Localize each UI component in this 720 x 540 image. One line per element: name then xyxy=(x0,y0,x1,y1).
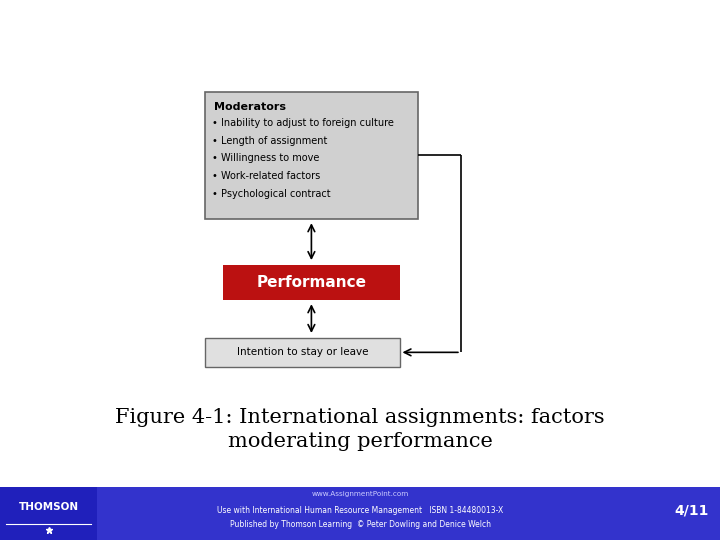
Text: Published by Thomson Learning  © Peter Dowling and Denice Welch: Published by Thomson Learning © Peter Do… xyxy=(230,520,490,529)
FancyBboxPatch shape xyxy=(205,338,400,367)
Text: • Willingness to move: • Willingness to move xyxy=(212,153,320,164)
Text: Use with International Human Resource Management   ISBN 1-84480013-X: Use with International Human Resource Ma… xyxy=(217,505,503,515)
FancyBboxPatch shape xyxy=(223,265,400,300)
Text: Intention to stay or leave: Intention to stay or leave xyxy=(237,347,368,357)
Text: • Work-related factors: • Work-related factors xyxy=(212,171,320,181)
Text: THOMSON: THOMSON xyxy=(19,502,78,512)
Text: 4/11: 4/11 xyxy=(675,504,709,518)
Text: Performance: Performance xyxy=(256,275,366,289)
Text: Figure 4-1: International assignments: factors: Figure 4-1: International assignments: f… xyxy=(115,408,605,427)
Text: • Length of assignment: • Length of assignment xyxy=(212,136,328,146)
Text: moderating performance: moderating performance xyxy=(228,432,492,451)
Text: • Inability to adjust to foreign culture: • Inability to adjust to foreign culture xyxy=(212,118,395,128)
Bar xyxy=(0,487,97,540)
Text: Moderators: Moderators xyxy=(214,102,286,112)
FancyBboxPatch shape xyxy=(205,92,418,219)
Bar xyxy=(0,487,720,540)
Text: www.AssignmentPoint.com: www.AssignmentPoint.com xyxy=(311,491,409,497)
Text: • Psychological contract: • Psychological contract xyxy=(212,189,331,199)
